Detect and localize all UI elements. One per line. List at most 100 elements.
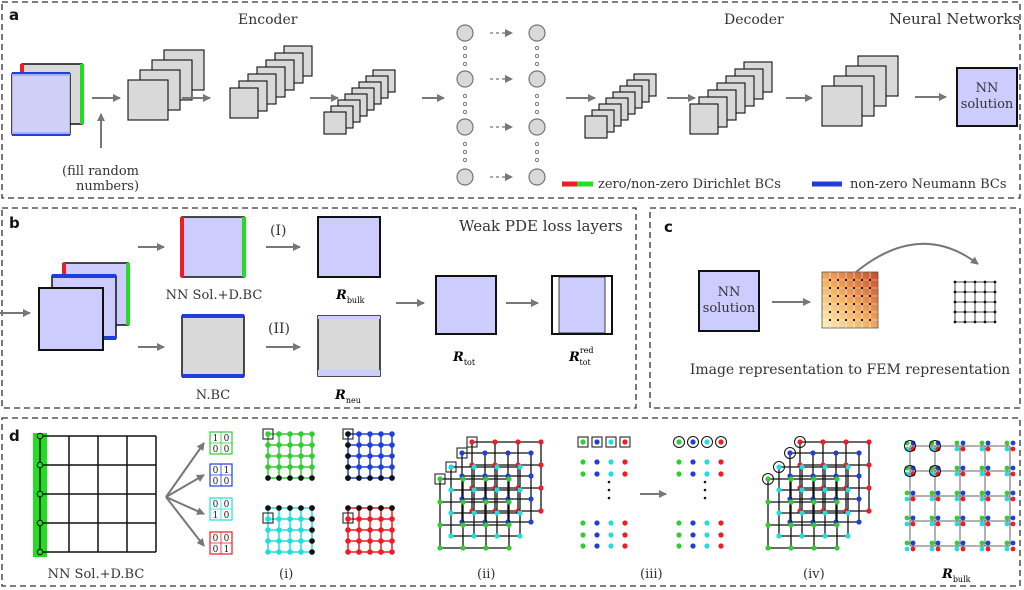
- heat-node: [828, 318, 832, 322]
- ellipsis-dot: [462, 109, 468, 115]
- node-cyan: [494, 510, 500, 516]
- node-cyan: [276, 516, 282, 522]
- node-red: [866, 462, 872, 468]
- node-bulk: [985, 490, 991, 496]
- node-blue: [367, 464, 373, 470]
- latent-node: [456, 168, 474, 186]
- node-cyan: [799, 464, 805, 470]
- r-bulk-box: [317, 216, 381, 278]
- fem-node: [993, 290, 997, 294]
- node-bulk: [954, 521, 960, 527]
- panel-c-border: [649, 207, 1021, 409]
- node-cyan: [799, 487, 805, 493]
- node-cyan: [608, 532, 614, 538]
- node-bulk: [1010, 546, 1016, 552]
- node-green: [834, 545, 840, 551]
- node-bulk: [979, 546, 985, 552]
- node-green: [676, 459, 682, 465]
- kernel-anchor: [466, 436, 478, 448]
- node-green: [580, 532, 586, 538]
- ellipsis-dot: [534, 157, 540, 163]
- fem-node: [963, 320, 967, 324]
- node-red: [367, 516, 373, 522]
- ellipsis-dot: [607, 480, 611, 484]
- node-cyan: [608, 543, 614, 549]
- heat-node: [860, 286, 864, 290]
- node-red: [469, 439, 475, 445]
- boundary-node: [36, 548, 44, 556]
- fem-grid: [953, 280, 997, 324]
- node-bulk: [904, 490, 910, 496]
- node-cyan: [776, 464, 782, 470]
- node-cyan: [799, 510, 805, 516]
- ellipsis-dot: [534, 45, 540, 51]
- node-red: [538, 462, 544, 468]
- heat-node: [852, 294, 856, 298]
- node-black: [367, 475, 373, 481]
- heat-node: [852, 286, 856, 290]
- node-green: [834, 522, 840, 528]
- node-cyan: [298, 527, 304, 533]
- node-bulk: [1010, 490, 1016, 496]
- node-black: [276, 475, 282, 481]
- node-black: [345, 464, 351, 470]
- node-green: [788, 545, 794, 551]
- node-blue: [528, 496, 534, 502]
- node-red: [378, 527, 384, 533]
- node-green: [298, 464, 304, 470]
- ellipsis-dot: [534, 61, 540, 67]
- panel-b-letter: b: [9, 214, 20, 232]
- node-bulk: [979, 515, 985, 521]
- fem-node: [953, 310, 957, 314]
- panel-d-letter: d: [9, 427, 20, 445]
- image-grid: [821, 271, 879, 329]
- node-red: [622, 439, 628, 445]
- node-bulk: [954, 490, 960, 496]
- heat-node: [860, 318, 864, 322]
- kernel-anchor: [619, 436, 631, 448]
- legend: zero/non-zero Dirichlet BCs non-zero Neu…: [562, 177, 1007, 192]
- node-bulk: [904, 496, 910, 502]
- kernel-value: 1: [213, 434, 219, 444]
- node-cyan: [517, 510, 523, 516]
- nn-solution-box: [956, 67, 1018, 127]
- ellipsis-dot: [462, 141, 468, 147]
- node-green: [287, 442, 293, 448]
- node-green: [276, 431, 282, 437]
- node-cyan: [471, 487, 477, 493]
- node-bulk: [985, 471, 991, 477]
- heat-image: [821, 271, 879, 329]
- node-cyan: [287, 527, 293, 533]
- node-cyan: [494, 533, 500, 539]
- kernel-anchor: [445, 461, 457, 473]
- node-cyan: [448, 533, 454, 539]
- fem-node: [983, 300, 987, 304]
- heat-node: [860, 278, 864, 282]
- node-red: [718, 532, 724, 538]
- step-iii-label: (iii): [640, 567, 663, 582]
- node-bulk: [904, 546, 910, 552]
- node-bulk: [954, 546, 960, 552]
- node-cyan: [298, 549, 304, 555]
- kernel-anchor: [342, 428, 354, 440]
- heat-node: [860, 310, 864, 314]
- fem-node: [983, 310, 987, 314]
- node-highlight: [904, 465, 916, 477]
- node-green: [265, 442, 271, 448]
- panel-a-border: [1, 1, 1021, 199]
- node-bulk: [960, 465, 966, 471]
- fem-node: [953, 320, 957, 324]
- node-black: [309, 549, 315, 555]
- heat-node: [868, 286, 872, 290]
- step-i-grids: [262, 428, 395, 555]
- node-green: [580, 471, 586, 477]
- node-red: [538, 485, 544, 491]
- node-bulk: [1004, 540, 1010, 546]
- node-bulk: [985, 465, 991, 471]
- panel-d-border: [1, 417, 1021, 587]
- nn-solution-box-c: [698, 270, 760, 332]
- latent-node: [456, 24, 474, 42]
- node-green: [811, 522, 817, 528]
- ellipsis-dot: [462, 61, 468, 67]
- node-bulk: [1004, 521, 1010, 527]
